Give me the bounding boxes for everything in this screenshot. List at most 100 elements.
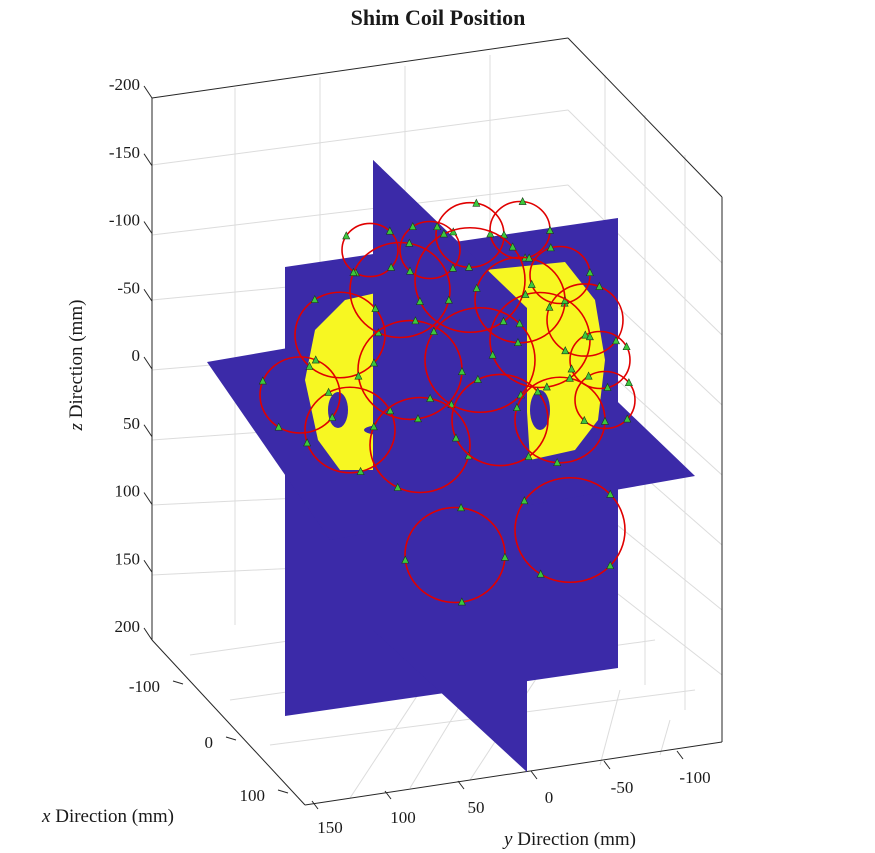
coil-marker [545,302,554,311]
coil-marker [623,414,632,423]
y-tick-mark [603,760,611,770]
coil-marker [581,330,590,339]
coil-marker [449,227,458,236]
coil-marker [527,279,536,288]
coil-marker [472,198,481,207]
slice-layer [207,160,695,772]
y-tick-label: 50 [468,798,485,817]
z-tick-mark [143,288,153,302]
coil-marker [401,555,410,564]
coil-loop [349,241,451,339]
coil-loop [294,291,386,379]
z-tick-label: 200 [115,617,141,636]
z-tick-mark [143,492,153,505]
coil-marker [354,371,363,380]
x-axis-ticks: -100 0 100 [129,677,289,805]
y-axis-ticks: 150 100 50 0 -50 -100 [311,750,711,837]
coil-marker [524,451,533,460]
y-axis-rest: Direction (mm) [512,829,635,850]
coil-marker [536,569,545,578]
x-axis-rest: Direction (mm) [50,806,173,827]
coil-layer [258,196,636,606]
coil-marker [433,222,442,231]
z-axis-rest: Direction (mm) [66,300,87,423]
x-tick-label: 0 [205,733,214,752]
z-tick-label: 150 [115,549,141,568]
coil-marker [542,382,551,391]
x-axis-label: x Direction (mm) [41,806,174,827]
coil-marker [457,597,466,606]
coil-loop [259,356,341,434]
z-tick-label: 0 [132,346,141,365]
z-tick-label: -100 [109,211,140,230]
coil-marker [429,326,438,335]
x-tick-mark [277,789,289,794]
coil-marker [406,266,414,275]
coil-marker [371,303,380,312]
coil-marker [624,378,633,387]
x-axis-var: x [41,806,51,827]
z-tick-mark [143,153,153,167]
coil-marker [408,222,417,230]
coil-loop [399,220,461,280]
coil-loop [451,373,549,467]
y-tick-mark [457,780,465,790]
y-tick-mark [530,770,538,780]
coil-marker [385,226,394,235]
coil-marker [488,350,497,359]
coil-marker [584,371,593,380]
z-tick-mark [143,559,153,573]
coil-marker [533,387,542,396]
coil-marker [311,355,320,364]
coil-marker [473,374,482,383]
coil-marker [369,422,378,431]
x-tick-mark [225,736,237,741]
coil-loop [304,386,396,474]
coil-marker [561,346,570,355]
coil-marker [500,552,509,561]
coil-marker [274,422,283,431]
coil-marker [521,289,530,298]
coil-marker [386,406,395,415]
coil-marker [486,229,495,238]
coil-marker [518,196,527,205]
y-tick-label: 100 [390,808,416,827]
coil-marker [513,338,522,347]
z-axis-var: z [66,422,87,431]
coil-marker [328,412,337,421]
coil-marker [451,433,460,442]
coil-marker [512,403,521,411]
coil-marker [525,253,534,262]
coil-loop [574,370,636,430]
x-tick-label: 100 [240,786,266,805]
coil-marker [546,243,555,252]
sagittal-slice-upper [373,160,430,250]
coil-marker [258,376,267,385]
coil-marker [426,393,435,402]
coil-marker [499,316,508,325]
coil-marker [405,238,414,247]
mask-hole [328,392,348,428]
y-tick-mark [384,790,392,800]
coil-marker [439,229,448,238]
coil-marker [606,489,615,498]
coil-marker [324,387,333,396]
y-tick-label: -100 [679,768,710,787]
coil-marker [411,316,420,325]
coil-marker [585,267,594,276]
coil-marker [553,457,562,466]
coil-marker [565,373,574,382]
x-tick-label: -100 [129,677,160,696]
z-tick-mark [143,85,153,99]
coil-marker [603,382,612,391]
coil-marker [508,242,517,251]
coil-marker [622,342,631,351]
z-tick-mark [143,356,153,370]
coil-loop [514,476,626,584]
coil-marker [515,319,524,328]
coil-marker [612,336,620,345]
coil-marker [356,466,365,475]
z-tick-label: -200 [109,75,140,94]
coil-marker [448,263,457,272]
z-axis-ticks: -200 -150 -100 -50 0 50 100 150 200 [109,75,153,641]
